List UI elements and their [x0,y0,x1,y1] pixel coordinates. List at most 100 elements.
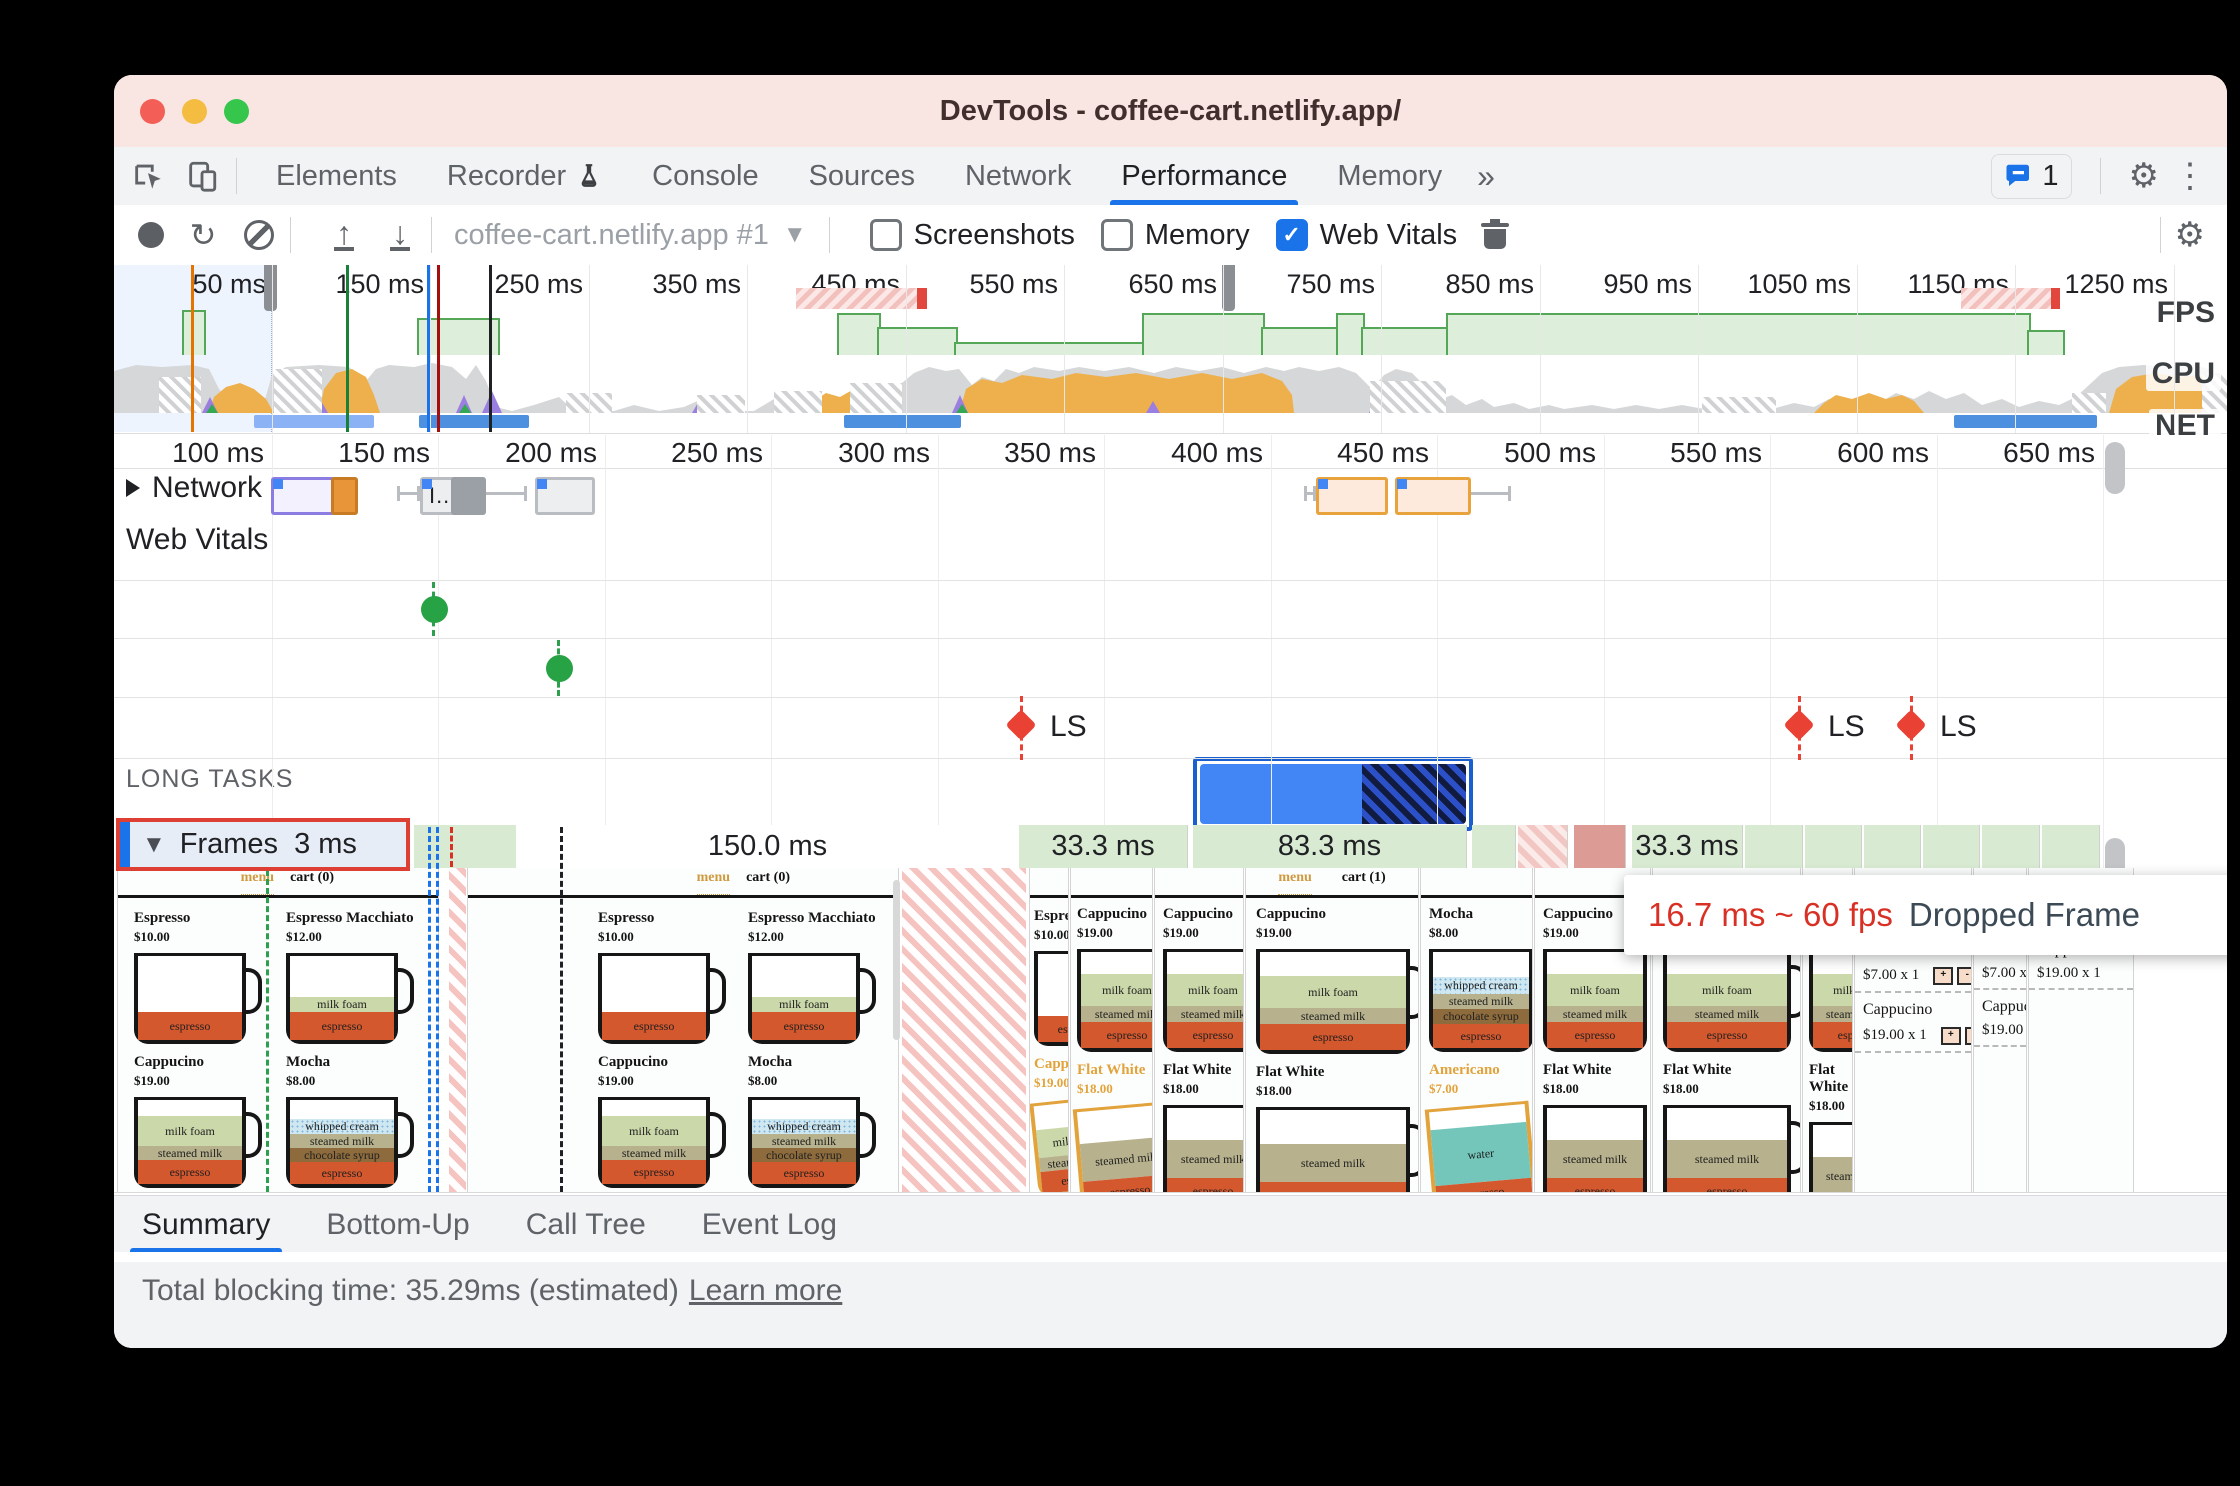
filmstrip-frame[interactable]: Mocha $8.00 whipped cream steamed milk cho… [1420,868,1533,1192]
tab-performance[interactable]: Performance [1096,147,1312,205]
fps-bar [1142,313,1265,355]
minus-button[interactable]: - [1957,967,1971,985]
filmstrip-frame[interactable]: menu cart (0) Espresso $10.00 espresso E… [117,868,439,1192]
tab-bottom-up[interactable]: Bottom-Up [326,1207,470,1241]
minus-button[interactable]: - [1964,1027,1971,1045]
device-toolbar-icon[interactable] [182,156,222,196]
overview-tick-label: 750 ms [1286,269,1375,299]
cpu-activity-chart [114,363,2227,413]
overview-gridline [272,265,273,433]
filmstrip-frame[interactable]: Espresso $10.00 espresso Cappuci $19.00 … [1029,868,1069,1192]
frames-track-header[interactable]: ▼ Frames 3 ms [116,818,410,871]
issues-counter[interactable]: 1 [1991,153,2072,199]
disclosure-triangle-icon[interactable] [126,479,140,497]
tab-elements[interactable]: Elements [276,159,397,192]
overview-drag-handle[interactable] [264,265,277,311]
tab-summary[interactable]: Summary [114,1196,298,1253]
scrollbar-thumb[interactable] [2105,442,2125,494]
cart-item-qty: $19.00 x 1 [1863,1026,1927,1043]
trash-icon[interactable] [1481,219,1510,250]
network-request[interactable] [1395,477,1471,515]
network-track-header[interactable]: Network [126,471,262,505]
vitals-good-marker[interactable] [546,655,573,682]
frame-duration-segment[interactable] [1923,825,1980,868]
screenshots-checkbox[interactable]: Screenshots [869,219,1075,252]
record-icon[interactable] [138,222,164,248]
settings-gear-icon[interactable]: ⚙ [2128,157,2159,195]
download-profile-icon[interactable]: ↓ [390,214,410,252]
overview-gridline [1540,265,1541,433]
network-track-label: Network [152,471,263,504]
page-body: Espresso $10.00 espresso Cappuci $19.00 … [1030,898,1068,1192]
frame-duration-segment[interactable] [1982,825,2040,868]
network-request[interactable] [535,477,595,515]
tab-call-tree[interactable]: Call Tree [525,1207,646,1241]
inspect-element-icon[interactable] [128,156,168,196]
timeline-overview[interactable]: FPS CPU NET 50 ms 150 ms 250 ms 350 ms 450 m… [114,265,2227,443]
kebab-menu-icon[interactable]: ⋮ [2173,157,2207,195]
zoom-button[interactable] [224,98,249,124]
frame-duration-segment[interactable] [1472,825,1516,868]
dropped-frames-marker [2051,288,2060,309]
plus-button[interactable]: + [1933,967,1954,985]
upload-profile-icon[interactable]: ↑ [334,214,354,252]
chevron-down-icon: ▼ [782,221,807,248]
layout-shift-diamond-icon [1783,709,1815,741]
tab-event-log[interactable]: Event Log [701,1207,837,1241]
memory-checkbox[interactable]: Memory [1100,219,1250,252]
frame-duration-segment[interactable] [1518,825,1568,868]
cup-layer: milk foam [138,1116,242,1146]
frame-duration-segment[interactable]: 150.0 ms [516,825,1020,868]
product-name: Espresso [598,910,655,926]
close-button[interactable] [140,98,165,124]
frame-duration-segment[interactable]: 33.3 ms [1632,825,1743,868]
request-whisker [397,486,420,501]
frame-duration-segment[interactable]: 83.3 ms [1193,825,1467,868]
dropped-frames-range [1961,288,2051,309]
timeline-ruler[interactable]: 100 ms 150 ms 200 ms 250 ms 300 ms 350 ms 400 … [114,435,2227,469]
product-name: Flat White [1163,1062,1232,1078]
frame-duration-segment[interactable] [1805,825,1862,868]
network-request[interactable] [331,477,358,515]
filmstrip-frame[interactable]: menu cart (1) Cappucino $19.00 milk foam… [1245,868,1419,1192]
coffee-cup: whipped cream steamed milk chocolate syrup… [1429,949,1532,1052]
frame-duration-segment[interactable] [2042,825,2100,868]
network-request[interactable] [1316,477,1388,515]
cup-handle [1406,965,1418,1019]
minimize-button[interactable] [182,98,207,124]
frame-duration-segment[interactable] [1864,825,1921,868]
more-tabs-icon[interactable]: » [1477,157,1495,194]
collapse-triangle-icon[interactable]: ▼ [142,830,166,858]
clear-icon[interactable] [242,218,276,252]
tab-memory[interactable]: Memory [1337,159,1443,192]
capture-settings-gear-icon[interactable]: ⚙ [2174,216,2205,254]
vitals-good-marker[interactable] [421,596,448,623]
tab-console[interactable]: Console [652,159,759,192]
product-card: Americano $7.00 waterespresso [1424,1062,1532,1192]
reload-and-record-icon[interactable]: ↻ [189,217,217,253]
menu-link: menu [1278,870,1312,895]
frame-duration-segment[interactable]: 33.3 ms [1019,825,1188,868]
network-request[interactable] [451,477,486,515]
cup-layer: milk foam [752,997,856,1012]
web-vitals-checkbox[interactable]: ✓ Web Vitals [1275,219,1457,252]
timing-marker-line [346,265,349,432]
tab-recorder[interactable]: Recorder [422,147,627,205]
long-task-bar[interactable] [1193,757,1473,831]
frame-duration-segment[interactable] [1745,825,1803,868]
plus-button[interactable]: + [1940,1027,1961,1045]
learn-more-link[interactable]: Learn more [688,1274,843,1307]
ruler-tick-label: 150 ms [338,437,430,468]
tab-sources[interactable]: Sources [808,159,915,192]
flask-icon [576,163,602,189]
filmstrip-frame[interactable]: menu cart (0) Espresso $10.00 espresso E… [467,868,899,1192]
history-select[interactable]: coffee-cart.netlify.app #1 [454,218,769,251]
frame-duration-segment[interactable] [1574,825,1626,868]
tab-network[interactable]: Network [964,159,1072,192]
overview-drag-handle[interactable] [1222,265,1235,311]
